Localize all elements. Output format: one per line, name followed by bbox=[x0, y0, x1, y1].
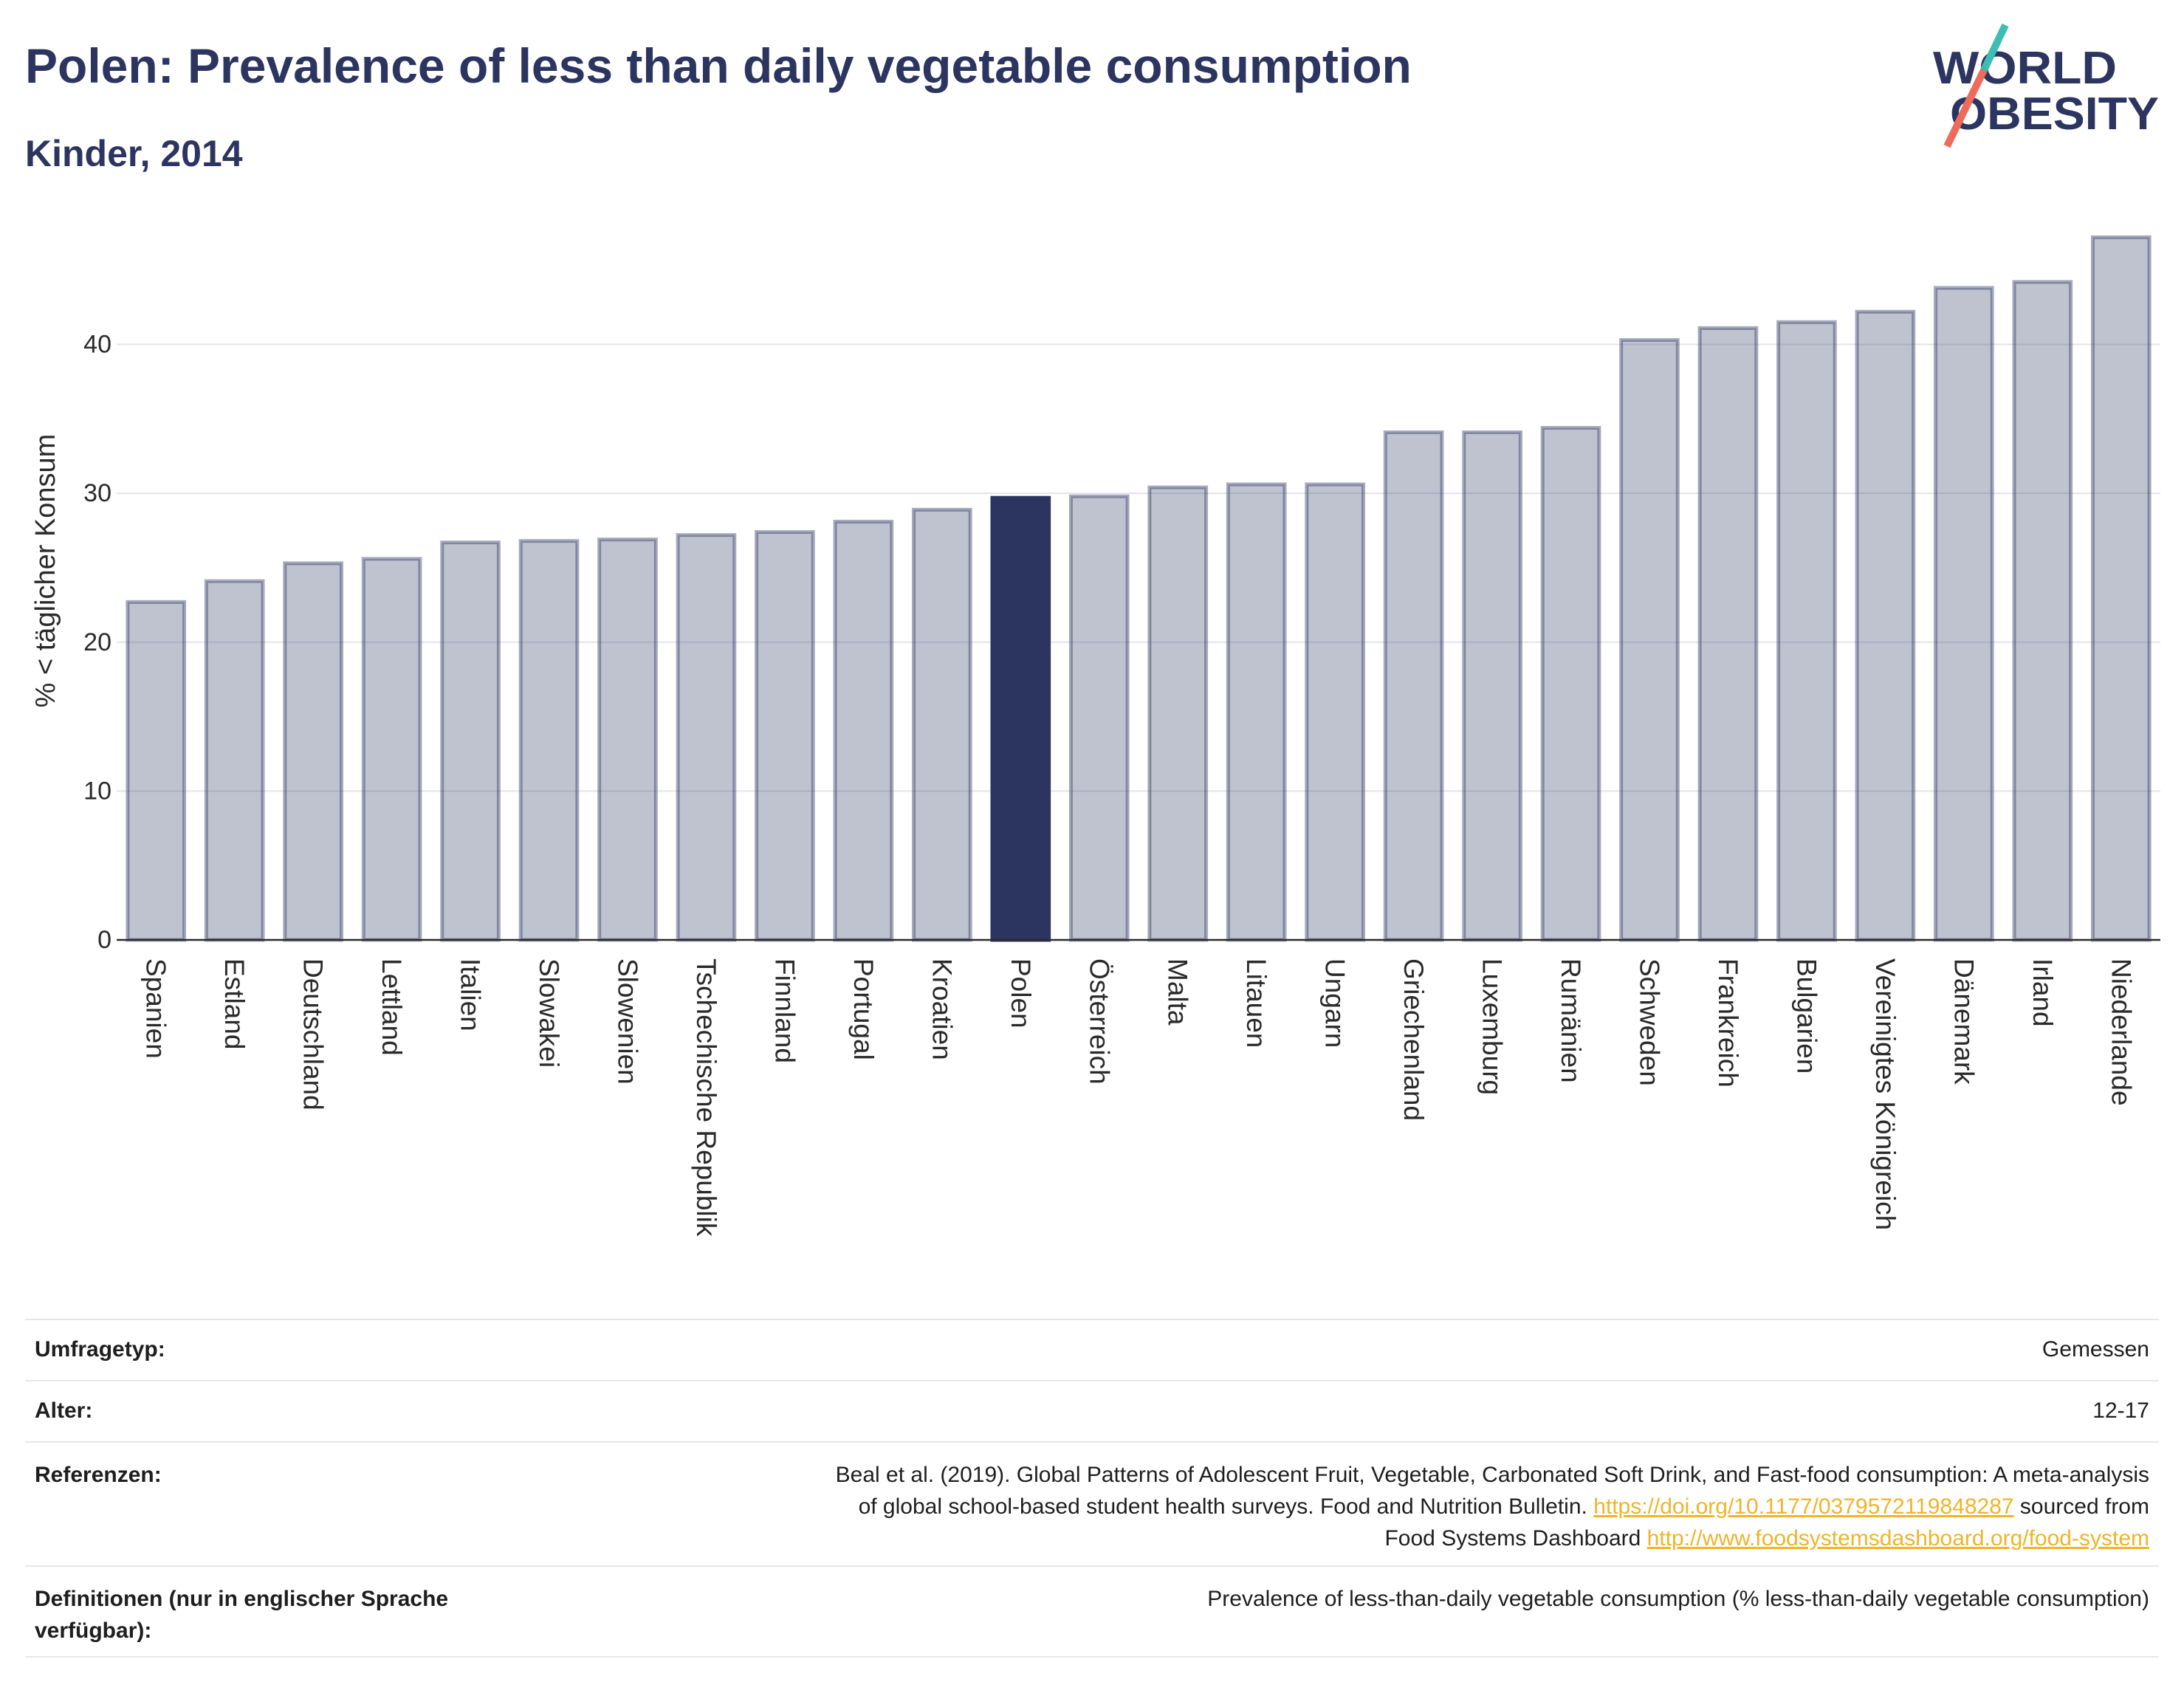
survey-type-label: Umfragetyp: bbox=[35, 1337, 165, 1362]
age-value: 12-17 bbox=[2092, 1398, 2149, 1423]
page-subtitle: Kinder, 2014 bbox=[25, 133, 243, 174]
references-label: Referenzen: bbox=[35, 1463, 162, 1487]
x-tick-label: Griechenland bbox=[1398, 958, 1429, 1121]
x-tick-label: Frankreich bbox=[1713, 958, 1743, 1088]
x-tick-label: Vereinigtes Königreich bbox=[1870, 958, 1900, 1230]
bar bbox=[2012, 280, 2073, 942]
page-title: Polen: Prevalence of less than daily veg… bbox=[25, 38, 1412, 93]
survey-type-value: Gemessen bbox=[2042, 1337, 2149, 1362]
x-tick-label: Niederlande bbox=[2106, 958, 2136, 1106]
row-references: Referenzen: Beal et al. (2019). Global P… bbox=[25, 1441, 2159, 1565]
reference-line-3-text: Food Systems Dashboard bbox=[1384, 1526, 1641, 1551]
y-tick-label: 40 bbox=[83, 331, 111, 359]
x-tick-label: Schweden bbox=[1635, 958, 1665, 1086]
bar bbox=[755, 530, 815, 942]
y-tick-label: 0 bbox=[97, 926, 111, 954]
x-tick-label: Irland bbox=[2027, 958, 2058, 1027]
logo-slash-coral bbox=[1943, 68, 1988, 148]
x-tick-label: Bulgarien bbox=[1791, 958, 1821, 1074]
x-tick-label: Tschechische Republik bbox=[691, 958, 721, 1237]
bar bbox=[126, 600, 187, 942]
doi-link[interactable]: https://doi.org/10.1177/0379572119848287 bbox=[1593, 1494, 2014, 1519]
bar bbox=[1855, 309, 1916, 942]
gridlines bbox=[117, 343, 2160, 792]
bar-highlighted bbox=[990, 495, 1051, 942]
x-tick-label: Spanien bbox=[141, 958, 171, 1059]
bar bbox=[1226, 482, 1287, 942]
x-tick-label: Slowakei bbox=[534, 958, 564, 1068]
x-tick-label: Deutschland bbox=[298, 958, 329, 1110]
reference-line-2-end: sourced from bbox=[2019, 1494, 2149, 1519]
bar bbox=[676, 533, 737, 942]
x-tick-label: Lettland bbox=[377, 958, 407, 1056]
dashboard-link[interactable]: http://www.foodsystemsdashboard.org/food… bbox=[1646, 1526, 2149, 1551]
row-survey-type: Umfragetyp: Gemessen bbox=[25, 1319, 2159, 1380]
x-tick-label: Slowenien bbox=[613, 958, 643, 1085]
bar bbox=[2090, 235, 2152, 942]
bar bbox=[361, 557, 422, 942]
bar bbox=[1462, 430, 1522, 942]
bar bbox=[1619, 337, 1680, 942]
row-age: Alter: 12-17 bbox=[25, 1380, 2159, 1441]
logo-slash-teal bbox=[1980, 23, 2009, 72]
bar bbox=[833, 519, 894, 942]
x-tick-label: Estland bbox=[219, 958, 250, 1049]
bar bbox=[204, 579, 265, 942]
bar bbox=[1147, 485, 1209, 942]
bars bbox=[126, 235, 2152, 942]
bar bbox=[283, 561, 343, 942]
x-tick-label: Ungarn bbox=[1320, 958, 1350, 1048]
x-tick-label: Luxemburg bbox=[1477, 958, 1508, 1095]
bar bbox=[597, 538, 658, 942]
bar bbox=[1776, 320, 1837, 942]
bar bbox=[1305, 482, 1365, 942]
y-axis-title: % < täglicher Konsum bbox=[30, 434, 61, 708]
x-tick-label: Rumänien bbox=[1556, 958, 1586, 1083]
world-obesity-logo: WORLD OBESITY bbox=[1933, 23, 2159, 148]
bar bbox=[1540, 425, 1601, 942]
x-tick-label: Österreich bbox=[1084, 958, 1114, 1085]
x-tick-label: Litauen bbox=[1241, 958, 1271, 1048]
bar bbox=[1697, 326, 1759, 942]
x-tick-label: Portugal bbox=[848, 958, 879, 1060]
reference-line-1: Beal et al. (2019). Global Patterns of A… bbox=[835, 1463, 2149, 1487]
definitions-value: Prevalence of less-than-daily vegetable … bbox=[1207, 1587, 2149, 1611]
bar bbox=[1068, 494, 1130, 942]
bar bbox=[518, 539, 580, 942]
age-label: Alter: bbox=[35, 1398, 93, 1423]
definitions-label: Definitionen (nur in englischer Sprache … bbox=[35, 1587, 449, 1643]
y-tick-label: 30 bbox=[83, 479, 111, 507]
bar bbox=[440, 540, 501, 942]
logo-text-obesity: OBESITY bbox=[1950, 89, 2159, 140]
bar bbox=[912, 507, 972, 942]
reference-line-2-text: of global school-based student health su… bbox=[858, 1494, 1587, 1519]
bar-chart: 0 10 20 30 40 Spanien Estland Deutschland Lettla… bbox=[30, 235, 2160, 1237]
details-table: Umfragetyp: Gemessen Alter: 12-17 Refere… bbox=[25, 1319, 2159, 1658]
y-tick-label: 20 bbox=[83, 628, 111, 656]
axes: 0 10 20 30 40 Spanien Estland Deutschland Lettla… bbox=[83, 331, 2160, 1237]
x-tick-label: Kroatien bbox=[927, 958, 957, 1060]
x-tick-label: Italien bbox=[456, 958, 486, 1031]
row-definitions: Definitionen (nur in englischer Sprache … bbox=[25, 1565, 2159, 1658]
references-value: Beal et al. (2019). Global Patterns of A… bbox=[552, 1459, 2149, 1565]
y-tick-label: 10 bbox=[83, 777, 111, 805]
bar bbox=[1383, 430, 1444, 942]
x-tick-label: Polen bbox=[1006, 958, 1036, 1029]
reference-line-3: Food Systems Dashboard http://www.foodsy… bbox=[552, 1522, 2149, 1554]
x-tick-label: Dänemark bbox=[1948, 958, 1979, 1085]
x-tick-label: Malta bbox=[1163, 958, 1193, 1026]
bar bbox=[1934, 286, 1994, 942]
logo-text-world: WORLD bbox=[1933, 43, 2117, 94]
reference-line-2: of global school-based student health su… bbox=[552, 1491, 2149, 1522]
x-tick-label: Finnland bbox=[769, 958, 800, 1063]
